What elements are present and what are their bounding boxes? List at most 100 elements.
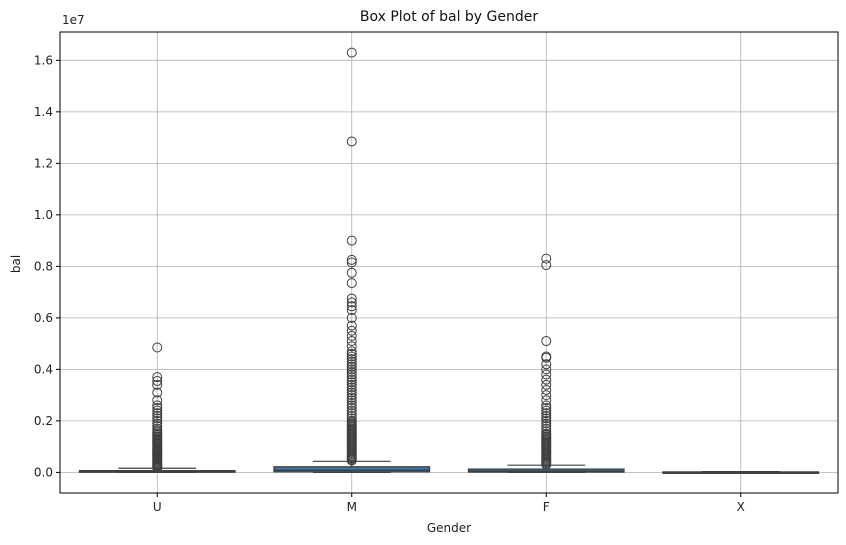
outlier-point bbox=[346, 405, 357, 416]
outlier-point bbox=[541, 379, 552, 390]
outlier-point bbox=[541, 390, 552, 401]
plot-area bbox=[60, 32, 838, 493]
outlier-point bbox=[346, 330, 357, 341]
outlier-point bbox=[346, 351, 357, 362]
outlier-point bbox=[346, 413, 357, 424]
box-U bbox=[78, 342, 236, 473]
outlier-point bbox=[346, 366, 357, 377]
outlier-point bbox=[541, 374, 552, 385]
outlier-point bbox=[152, 379, 163, 390]
outlier-point bbox=[346, 374, 357, 385]
outlier-point bbox=[541, 369, 552, 380]
outlier-point bbox=[346, 377, 357, 388]
outlier-point bbox=[152, 415, 163, 426]
outlier-point bbox=[346, 320, 357, 331]
x-axis-label: Gender bbox=[427, 521, 471, 535]
outlier-point bbox=[541, 423, 552, 434]
outlier-point bbox=[346, 397, 357, 408]
outlier-point bbox=[346, 364, 357, 375]
outlier-point bbox=[346, 254, 357, 265]
iqr-box bbox=[273, 466, 431, 473]
outlier-point bbox=[152, 375, 163, 386]
y-axis-label: bal bbox=[9, 255, 23, 273]
outlier-point bbox=[541, 410, 552, 421]
outlier-point bbox=[346, 369, 357, 380]
outlier-point bbox=[346, 354, 357, 365]
outlier-point bbox=[346, 305, 357, 316]
outlier-point bbox=[152, 403, 163, 414]
outlier-point bbox=[346, 346, 357, 357]
outlier-point bbox=[541, 426, 552, 437]
outlier-point bbox=[346, 257, 357, 268]
x-tick-label: X bbox=[737, 500, 745, 514]
outlier-point bbox=[152, 372, 163, 383]
y-axis-scale-label: 1e7 bbox=[62, 13, 85, 27]
outlier-point bbox=[541, 253, 552, 264]
outlier-point bbox=[152, 395, 163, 406]
chart-title: Box Plot of bal by Gender bbox=[360, 9, 539, 25]
outlier-point bbox=[346, 408, 357, 419]
outlier-point bbox=[346, 341, 357, 352]
y-tick-label: 1.4 bbox=[34, 105, 53, 119]
plot-frame bbox=[59, 31, 839, 494]
y-tick-label: 0.4 bbox=[34, 362, 53, 376]
outlier-point bbox=[346, 47, 357, 58]
outlier-point bbox=[541, 405, 552, 416]
outlier-point bbox=[152, 387, 163, 398]
outlier-point bbox=[346, 392, 357, 403]
outlier-point bbox=[346, 301, 357, 312]
x-tick-label: F bbox=[543, 500, 550, 514]
outlier-point bbox=[152, 408, 163, 419]
outlier-point bbox=[346, 336, 357, 347]
y-tick-label: 0.8 bbox=[34, 259, 53, 273]
outlier-point bbox=[541, 421, 552, 432]
outlier-point bbox=[346, 415, 357, 426]
outlier-point bbox=[346, 390, 357, 401]
outlier-point bbox=[346, 361, 357, 372]
box-F bbox=[467, 253, 625, 473]
outlier-point bbox=[152, 413, 163, 424]
outlier-point bbox=[152, 400, 163, 411]
outlier-point bbox=[541, 428, 552, 439]
outlier-point bbox=[346, 395, 357, 406]
outlier-point bbox=[541, 260, 552, 271]
outlier-point bbox=[346, 297, 357, 308]
box-M bbox=[273, 47, 431, 473]
y-tick-label: 1.2 bbox=[34, 156, 53, 170]
outlier-point bbox=[346, 403, 357, 414]
y-tick-label: 0.6 bbox=[34, 311, 53, 325]
outlier-point bbox=[346, 387, 357, 398]
outlier-point bbox=[152, 423, 163, 434]
y-tick-label: 1.0 bbox=[34, 208, 53, 222]
x-tick-label: M bbox=[347, 500, 357, 514]
outlier-point bbox=[346, 235, 357, 246]
outlier-point bbox=[346, 400, 357, 411]
outlier-point bbox=[541, 403, 552, 414]
x-tick-label: U bbox=[153, 500, 162, 514]
outlier-point bbox=[346, 267, 357, 278]
outlier-point bbox=[346, 278, 357, 289]
outlier-point bbox=[152, 418, 163, 429]
outlier-point bbox=[541, 351, 552, 362]
y-tick-label: 1.6 bbox=[34, 53, 53, 67]
outlier-point bbox=[541, 400, 552, 411]
outlier-point bbox=[152, 421, 163, 432]
outlier-point bbox=[346, 359, 357, 370]
outlier-point bbox=[346, 136, 357, 147]
outlier-point bbox=[152, 410, 163, 421]
outlier-point bbox=[346, 312, 357, 323]
outlier-point bbox=[541, 418, 552, 429]
outlier-point bbox=[346, 410, 357, 421]
y-axis-ticks: 0.0 0.2 0.4 0.6 0.8 1.0 1.2 1.4 1.6 bbox=[34, 53, 60, 479]
outlier-point bbox=[346, 356, 357, 367]
outlier-point bbox=[346, 293, 357, 304]
outlier-point bbox=[346, 348, 357, 359]
outlier-point bbox=[541, 384, 552, 395]
outlier-point bbox=[541, 359, 552, 370]
outlier-point bbox=[152, 342, 163, 353]
outlier-point bbox=[346, 372, 357, 383]
outlier-point bbox=[346, 325, 357, 336]
outlier-point bbox=[541, 413, 552, 424]
outlier-point bbox=[346, 379, 357, 390]
